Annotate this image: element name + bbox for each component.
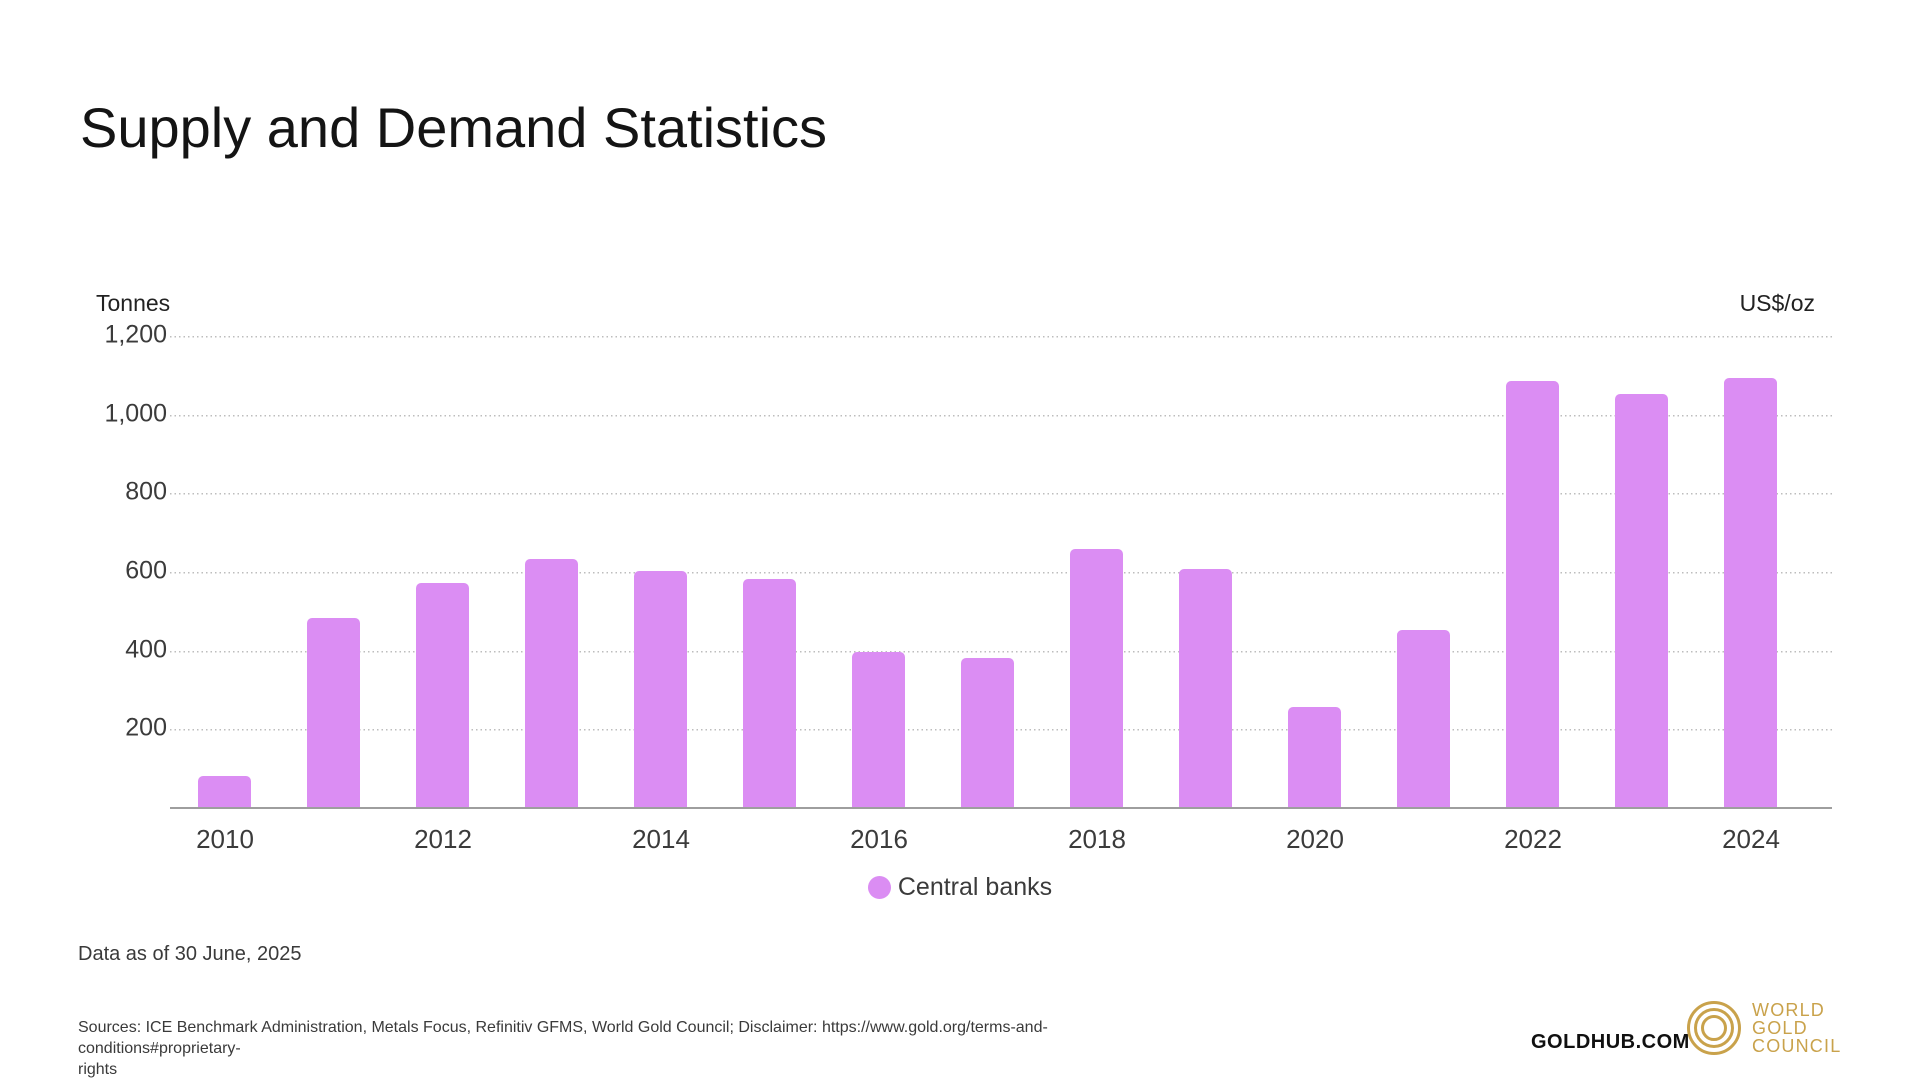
gridline-600 bbox=[170, 572, 1832, 574]
x-axis-line bbox=[170, 807, 1832, 809]
gridline-1200 bbox=[170, 336, 1832, 338]
bar-2013[interactable] bbox=[525, 559, 578, 807]
wgc-logo-line-world: WORLD bbox=[1752, 1000, 1825, 1020]
chart-legend[interactable]: Central banks bbox=[0, 873, 1920, 902]
y-tick-label-600: 600 bbox=[125, 556, 167, 585]
goldhub-wordmark: GOLDHUB.COM bbox=[1531, 1031, 1690, 1053]
x-axis-label-2012: 2012 bbox=[414, 824, 472, 854]
bar-2012[interactable] bbox=[416, 583, 469, 807]
bar-2017[interactable] bbox=[961, 658, 1014, 807]
data-as-of-note: Data as of 30 June, 2025 bbox=[78, 943, 302, 965]
bar-2011[interactable] bbox=[307, 618, 360, 807]
y-tick-label-1000: 1,000 bbox=[104, 399, 167, 428]
x-axis-label-2014: 2014 bbox=[632, 824, 690, 854]
bar-2018[interactable] bbox=[1070, 549, 1123, 807]
x-axis-label-2016: 2016 bbox=[850, 824, 908, 854]
bar-2010[interactable] bbox=[198, 776, 251, 807]
sources-line-1: Sources: ICE Benchmark Administration, M… bbox=[78, 1019, 1048, 1057]
bar-2020[interactable] bbox=[1288, 707, 1341, 807]
x-axis-label-2010: 2010 bbox=[196, 824, 254, 854]
sources-line-2: rights bbox=[78, 1061, 118, 1078]
gridline-800 bbox=[170, 493, 1832, 495]
bar-2023[interactable] bbox=[1615, 394, 1668, 807]
y-tick-label-1200: 1,200 bbox=[104, 320, 167, 349]
bar-2015[interactable] bbox=[743, 579, 796, 807]
y-axis-title-usoz: US$/oz bbox=[1739, 290, 1815, 316]
x-axis-label-2024: 2024 bbox=[1722, 824, 1780, 854]
bar-2019[interactable] bbox=[1179, 569, 1232, 807]
bar-2014[interactable] bbox=[634, 571, 687, 807]
gridline-1000 bbox=[170, 415, 1832, 417]
x-axis-label-2018: 2018 bbox=[1068, 824, 1126, 854]
y-tick-label-400: 400 bbox=[125, 635, 167, 664]
bar-2016[interactable] bbox=[852, 652, 905, 807]
x-axis-label-2020: 2020 bbox=[1286, 824, 1344, 854]
x-axis-label-2022: 2022 bbox=[1504, 824, 1562, 854]
bar-2021[interactable] bbox=[1397, 630, 1450, 807]
world-gold-council-logo: WORLD GOLD COUNCIL bbox=[1686, 998, 1866, 1058]
wgc-logo-line-gold: GOLD bbox=[1752, 1018, 1808, 1038]
bar-2024[interactable] bbox=[1724, 378, 1777, 807]
legend-label: Central banks bbox=[897, 873, 1053, 901]
y-axis-title-tonnes: Tonnes bbox=[96, 290, 171, 316]
legend-marker-icon bbox=[867, 876, 891, 899]
wgc-logo-line-council: COUNCIL bbox=[1752, 1036, 1842, 1056]
sources-note: Sources: ICE Benchmark Administration, M… bbox=[78, 1017, 1198, 1080]
y-tick-label-800: 800 bbox=[125, 477, 167, 506]
gridline-400 bbox=[170, 651, 1832, 653]
wgc-logo-text: WORLD GOLD COUNCIL bbox=[1752, 1001, 1841, 1055]
y-tick-label-200: 200 bbox=[125, 713, 167, 742]
page-title: Supply and Demand Statistics bbox=[80, 95, 828, 159]
wgc-rings-icon bbox=[1687, 1001, 1741, 1055]
bar-2022[interactable] bbox=[1506, 381, 1559, 807]
